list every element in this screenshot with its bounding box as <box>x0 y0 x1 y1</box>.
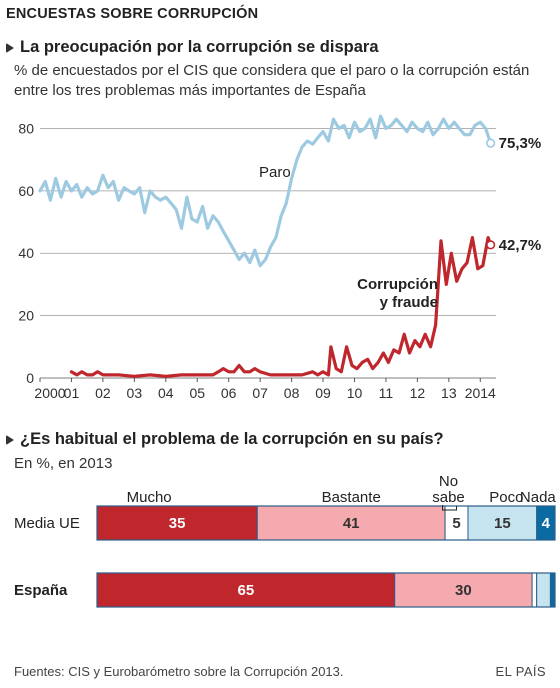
series-end-label: 42,7% <box>499 237 542 254</box>
x-tick-label: 04 <box>158 385 174 401</box>
bar-outline <box>96 572 556 608</box>
legend-nada: Nada <box>520 489 557 506</box>
footer-source: Fuentes: CIS y Eurobarómetro sobre la Co… <box>14 664 344 679</box>
bar-data-label: 4 <box>542 515 551 532</box>
x-tick-label: 06 <box>221 385 237 401</box>
bar-segment <box>549 572 556 608</box>
x-tick-label: 01 <box>64 385 80 401</box>
bar-outline <box>96 505 556 541</box>
bar-chart: Media UE 35 41 5 15 4 España 65 30 Mucho Bastante N… <box>14 476 557 608</box>
x-tick-label: 05 <box>189 385 205 401</box>
legend-sabe: sabe <box>432 489 465 506</box>
line-chart-title-text: La preocupación por la corrupción se dis… <box>20 38 379 56</box>
bar-chart-title-text: ¿Es habitual el problema de la corrupció… <box>20 430 444 448</box>
x-tick-label: 08 <box>284 385 300 401</box>
x-tick-label: 2000 <box>34 385 65 401</box>
bar-data-label: 65 <box>238 582 255 599</box>
bar-category-label: España <box>14 582 68 599</box>
y-tick-label: 80 <box>18 120 34 136</box>
legend-mucho: Mucho <box>127 489 172 506</box>
bar-data-label: 15 <box>494 515 511 532</box>
annotation-paro: Paro <box>259 164 291 181</box>
y-tick-label: 20 <box>18 308 34 324</box>
section-marker-icon <box>6 434 14 445</box>
bar-data-label: 30 <box>455 582 472 599</box>
x-tick-label: 09 <box>315 385 331 401</box>
x-tick-label: 10 <box>347 385 363 401</box>
bar-segment <box>531 572 538 608</box>
y-tick-label: 0 <box>26 370 34 386</box>
y-tick-label: 40 <box>18 245 34 261</box>
x-tick-label: 07 <box>252 385 268 401</box>
x-tick-label: 03 <box>127 385 143 401</box>
bar-data-label: 35 <box>169 515 186 532</box>
legend-poco: Poco <box>489 489 523 506</box>
x-tick-label: 11 <box>379 385 394 401</box>
bar-category-label: Media UE <box>14 515 80 532</box>
x-tick-label: 02 <box>95 385 111 401</box>
legend-bastante: Bastante <box>322 489 381 506</box>
line-chart-subtitle: % de encuestados por el CIS que consider… <box>14 62 530 99</box>
annotation-corrupcion: Corrupción <box>357 276 438 293</box>
bar-data-label: 41 <box>343 515 360 532</box>
footer-credit: EL PAÍS <box>495 664 546 679</box>
section-marker-icon <box>6 42 14 53</box>
x-tick-label: 2014 <box>465 385 496 401</box>
series-end-label: 75,3% <box>499 135 542 152</box>
series-line-paro <box>38 114 493 268</box>
series-end-point <box>486 138 496 148</box>
x-tick-label: 13 <box>441 385 457 401</box>
legend-no: No <box>439 476 458 490</box>
header-title: ENCUESTAS SOBRE CORRUPCIÓN <box>6 6 259 22</box>
legend-leader <box>442 505 458 511</box>
bar-chart-subtitle: En %, en 2013 <box>14 455 113 472</box>
annotation-fraude: y fraude <box>380 294 438 311</box>
line-chart-title: La preocupación por la corrupción se dis… <box>6 38 379 57</box>
bar-data-label: 5 <box>452 515 460 532</box>
x-tick-label: 12 <box>410 385 426 401</box>
bar-chart-title: ¿Es habitual el problema de la corrupció… <box>6 430 444 449</box>
y-tick-label: 60 <box>18 183 34 199</box>
bar-segment <box>536 572 551 608</box>
series-end-point <box>486 240 496 250</box>
series-line-corrupcion <box>69 236 493 378</box>
